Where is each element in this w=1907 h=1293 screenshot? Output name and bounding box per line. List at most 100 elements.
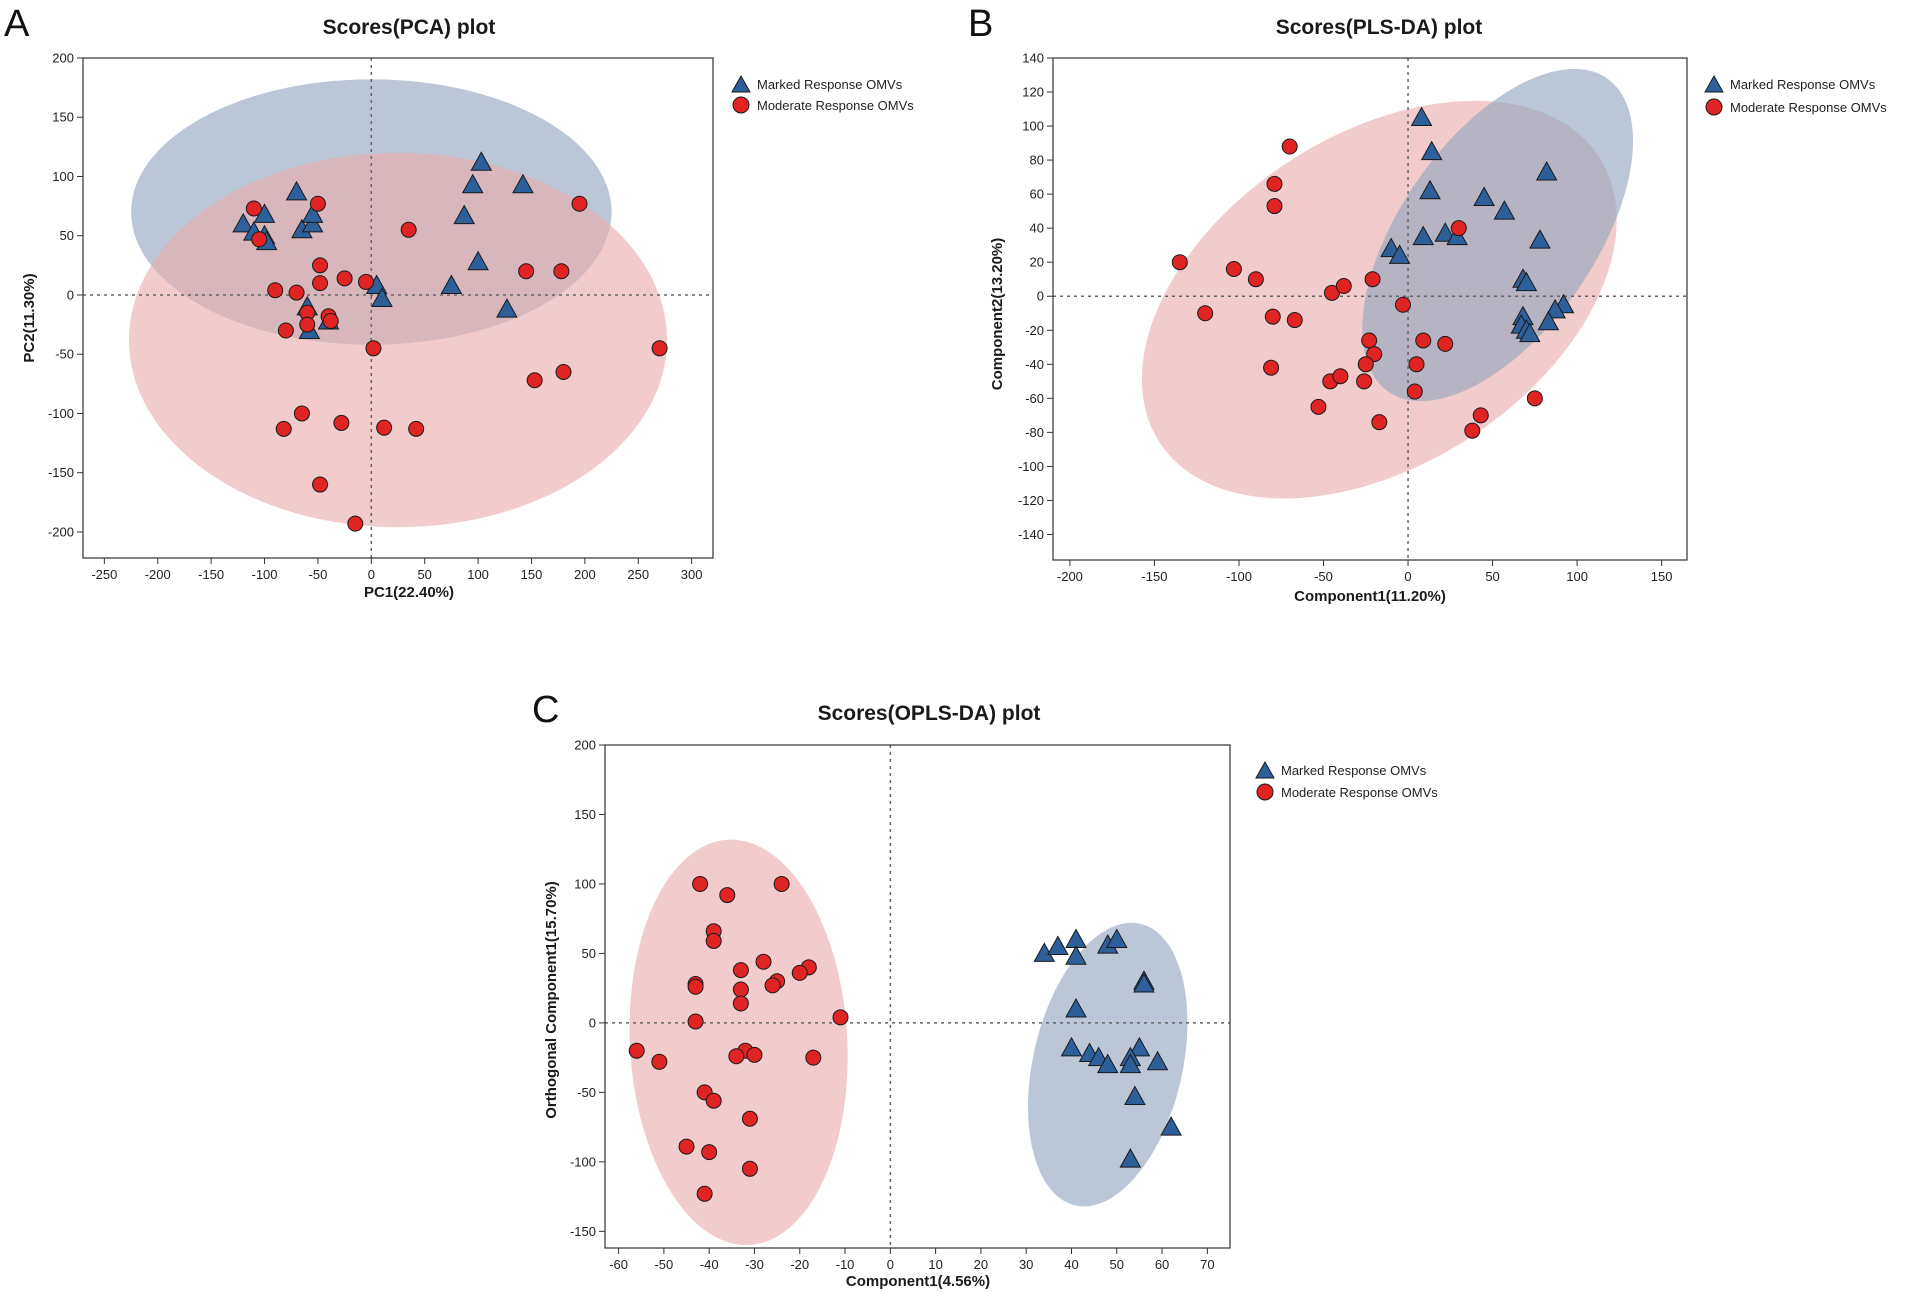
data-point-moderate [1323,284,1340,301]
data-point-moderate [741,1110,758,1127]
data-point-moderate [288,284,305,301]
x-axis-label-plsda: Component1(11.20%) [1294,588,1446,605]
x-tick-label: -150 [198,567,224,582]
x-tick-label: 70 [1200,1257,1214,1272]
y-tick-label: 50 [582,946,596,961]
data-point-moderate [746,1046,763,1063]
y-tick-label: -60 [1025,391,1044,406]
data-point-moderate [267,282,284,299]
plot-frame-oplsda [604,744,1231,1249]
plot-area-pca [83,58,713,558]
y-tick-label: 60 [1030,187,1044,202]
data-point-moderate [732,962,749,979]
legend-marker-moderate [732,96,750,114]
x-tick-label: -50 [309,567,328,582]
data-point-moderate [1526,390,1543,407]
data-point-moderate [312,257,329,274]
x-tick-label: -150 [1141,569,1167,584]
data-point-moderate [1406,383,1423,400]
data-point-moderate [251,231,268,248]
x-tick-label: 250 [627,567,649,582]
y-tick-label: 100 [1022,119,1044,134]
x-tick-label: -250 [91,567,117,582]
data-point-moderate [347,515,364,532]
data-point-moderate [651,340,668,357]
data-point-moderate [755,953,772,970]
y-tick-label: -200 [48,524,74,539]
x-tick-label: 200 [574,567,596,582]
data-point-moderate [322,313,339,330]
panel-letter-c: C [532,689,559,731]
y-tick-label: 50 [60,228,74,243]
data-point-moderate [336,270,353,287]
data-point-moderate [293,405,310,422]
y-axis-label-oplsda: Orthogonal Component1(15.70%) [543,881,560,1119]
y-tick-label: -50 [55,347,74,362]
y-tick-label: 100 [574,876,596,891]
data-point-moderate [741,1160,758,1177]
y-tick-label: 40 [1030,221,1044,236]
y-tick-label: 0 [67,287,74,302]
x-axis-label-pca: PC1(22.40%) [364,584,454,601]
plot-title-oplsda: Scores(OPLS-DA) plot [818,702,1041,725]
panel-b-plsda: B Scores(PLS-DA) plot Component1(11.20%)… [968,3,1887,605]
data-point-moderate [526,372,543,389]
y-tick-label: 150 [574,807,596,822]
data-point-marked [1544,298,1566,319]
data-point-marked [1146,1050,1169,1071]
legend-label-moderate: Moderate Response OMVs [757,98,914,113]
data-point-marked [440,274,463,294]
x-tick-label: 100 [467,567,489,582]
x-tick-label: -60 [609,1257,628,1272]
data-point-moderate [1437,335,1454,352]
x-tick-label: -20 [790,1257,809,1272]
data-point-moderate [764,977,781,994]
data-point-moderate [1197,305,1214,322]
y-tick-label: -100 [1018,459,1044,474]
plot-area-plsda [1053,58,1687,560]
x-tick-label: 0 [1404,569,1411,584]
data-point-moderate [555,363,572,380]
panel-letter-a: A [4,3,30,45]
legend-label-moderate: Moderate Response OMVs [1281,785,1438,800]
data-point-marked [1119,1053,1142,1074]
data-point-moderate [1415,332,1432,349]
data-point-moderate [553,263,570,280]
data-point-marked [285,180,308,201]
data-point-moderate [245,200,262,217]
data-point-marked [1493,200,1516,220]
data-point-moderate [1266,175,1283,192]
data-point-moderate [518,263,535,280]
x-tick-label: 50 [1110,1257,1124,1272]
data-point-moderate [1264,308,1281,325]
data-point-moderate [687,1013,704,1030]
data-point-marked [467,250,489,271]
y-axis-label-plsda: Component2(13.20%) [989,238,1006,391]
y-tick-label: 150 [52,110,74,125]
data-point-moderate [275,420,292,437]
y-tick-label: 200 [52,51,74,66]
x-tick-label: -50 [1314,569,1333,584]
data-point-moderate [1464,422,1481,439]
data-point-moderate [773,875,790,892]
y-tick-label: -50 [577,1085,596,1100]
data-point-moderate [1357,356,1374,373]
data-point-moderate [1281,138,1298,155]
confidence-ellipse-moderate [128,152,668,528]
data-point-marked [1119,1148,1142,1168]
y-tick-label: 80 [1030,153,1044,168]
y-axis-label-pca: PC2(11.30%) [21,273,38,362]
legend-marker-marked [1255,760,1275,779]
data-point-moderate [376,419,393,436]
data-point-moderate [1450,220,1467,237]
data-point-moderate [299,316,316,333]
data-point-marked [1128,1036,1151,1057]
data-point-moderate [400,221,417,238]
data-point-moderate [705,932,722,949]
data-point-moderate [705,1092,722,1109]
data-point-moderate [1371,414,1388,431]
x-tick-label: -100 [252,567,278,582]
y-tick-label: -100 [48,406,74,421]
data-point-moderate [1247,271,1264,288]
data-point-moderate [1356,373,1373,390]
